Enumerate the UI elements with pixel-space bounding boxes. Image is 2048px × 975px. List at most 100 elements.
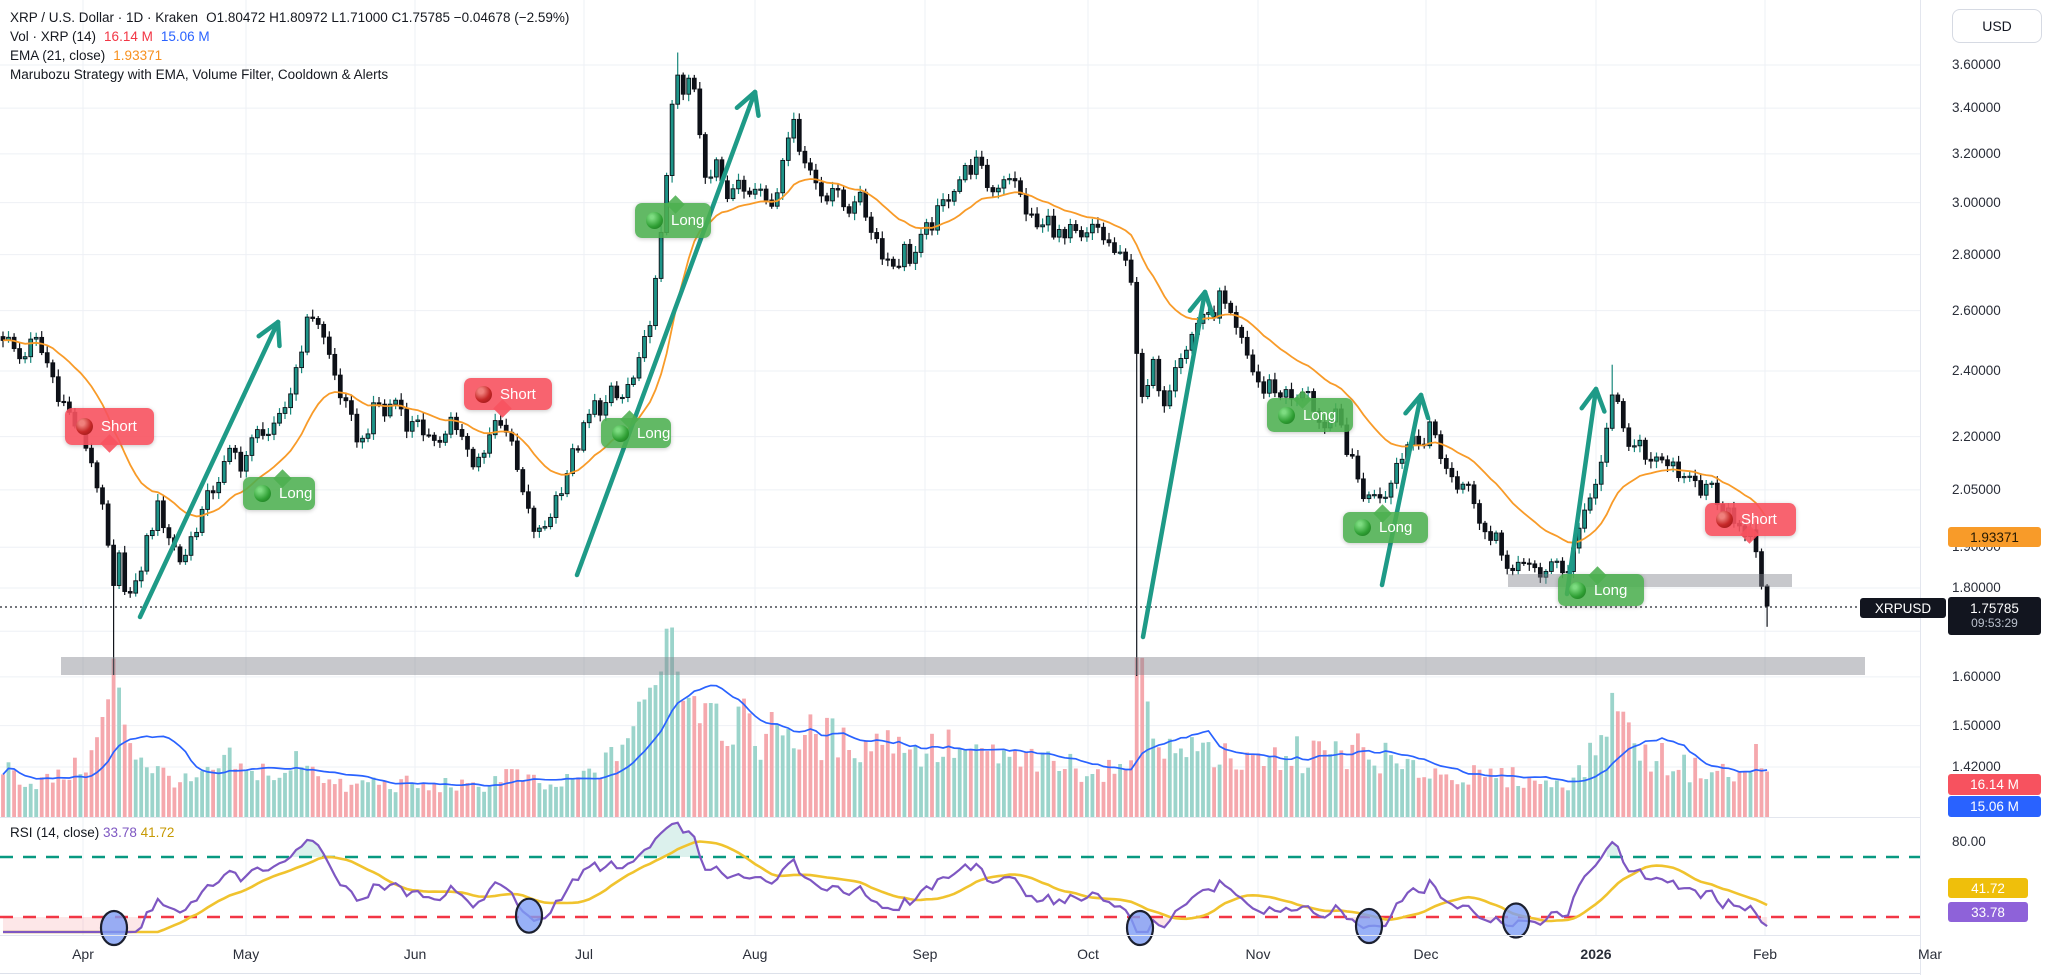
signal-label-long[interactable]: Long: [1343, 504, 1428, 543]
time-axis-tick: 2026: [1580, 946, 1612, 962]
long-signal-icon: [1278, 406, 1295, 424]
legend-strategy-row[interactable]: Marubozu Strategy with EMA, Volume Filte…: [10, 65, 569, 84]
signal-label-long[interactable]: Long: [601, 410, 671, 448]
currency-toggle-button[interactable]: USD: [1952, 9, 2042, 43]
time-axis-separator: [0, 935, 2048, 936]
time-axis-tick: Nov: [1245, 946, 1271, 962]
strategy-title: Marubozu Strategy with EMA, Volume Filte…: [10, 67, 389, 82]
rsi-indicator-label: RSI (14, close): [10, 825, 100, 840]
volume-badge: 16.14 M: [1948, 774, 2041, 795]
time-axis-tick: Feb: [1752, 946, 1778, 962]
ema-line: [2, 178, 1768, 544]
long-signal-icon: [1569, 581, 1586, 599]
countdown-timer: 09:53:29: [1971, 616, 2018, 630]
signal-label-text: Long: [1303, 406, 1337, 424]
volume-ma-value: 15.06 M: [160, 29, 210, 44]
ema-price-badge: 1.93371: [1948, 527, 2041, 547]
time-axis-tick: Jun: [403, 946, 427, 962]
price-axis-tick: 2.60000: [1952, 302, 2001, 318]
signal-label-long[interactable]: Long: [1558, 566, 1644, 606]
rsi-pane: [0, 821, 1920, 934]
signal-label-long[interactable]: Long: [635, 195, 711, 238]
last-price-badge: 1.75785 09:53:29: [1948, 597, 2041, 635]
ema-indicator-label: EMA (21, close): [10, 48, 106, 63]
short-signal-icon: [475, 385, 492, 403]
volume-indicator-label: Vol · XRP (14): [10, 29, 97, 44]
ohlc-values: O1.80472 H1.80972 L1.71000 C1.75785 −0.0…: [206, 10, 570, 25]
legend-volume-row[interactable]: Vol · XRP (14) 16.14 M 15.06 M: [10, 27, 569, 46]
long-signal-icon: [646, 212, 663, 229]
signal-label-text: Long: [671, 212, 705, 229]
symbol-tag: XRPUSD: [1860, 598, 1946, 618]
rsi-ma-badge: 41.72: [1948, 878, 2028, 898]
volume-bars: [1, 627, 1769, 817]
price-axis-tick: 3.60000: [1952, 57, 2001, 72]
long-signal-icon: [254, 485, 271, 502]
long-signal-icon: [612, 424, 629, 442]
signal-label-text: Short: [500, 385, 536, 403]
signal-label-text: Long: [1379, 519, 1413, 536]
last-price-badge-value: 1.75785: [1970, 601, 2019, 616]
rsi-badge-value: 33.78: [1971, 904, 2005, 920]
price-axis-tick: 2.05000: [1952, 481, 2001, 497]
price-axis-tick: 1.50000: [1952, 717, 2001, 733]
volume-ma-badge: 15.06 M: [1948, 796, 2041, 817]
time-axis-tick: Apr: [72, 946, 94, 962]
volume-ma-line: [2, 684, 1768, 787]
signal-label-text: Short: [1741, 511, 1777, 528]
symbol-title: XRP / U.S. Dollar · 1D · Kraken: [10, 10, 199, 25]
pane-separator-rsi[interactable]: [0, 817, 2048, 818]
ema-value: 1.93371: [113, 48, 163, 63]
time-axis-tick: Aug: [742, 946, 768, 962]
time-axis-tick: Sep: [912, 946, 938, 962]
price-axis-tick: 3.00000: [1952, 194, 2001, 210]
volume-value: 16.14 M: [104, 29, 153, 44]
signal-label-text: Long: [279, 485, 313, 502]
candlestick-series: [0, 52, 1770, 676]
signal-label-short[interactable]: Short: [65, 408, 154, 453]
rsi-badge: 33.78: [1948, 902, 2028, 922]
rsi-oversold-circles[interactable]: [99, 897, 1531, 947]
signal-label-text: Short: [101, 418, 137, 435]
ema-price-badge-value: 1.93371: [1970, 529, 2019, 545]
long-signal-icon: [1354, 519, 1371, 536]
rsi-ma-badge-value: 41.72: [1971, 880, 2005, 896]
symbol-tag-value: XRPUSD: [1874, 600, 1932, 616]
rsi-value: 33.78: [103, 825, 137, 840]
volume-badge-value: 16.14 M: [1970, 777, 2019, 792]
time-axis-tick: Oct: [1077, 946, 1099, 962]
price-axis-tick: 2.20000: [1952, 428, 2001, 444]
signal-label-text: Long: [1594, 581, 1628, 599]
price-axis-tick: 3.20000: [1952, 145, 2001, 161]
time-axis-tick: Dec: [1413, 946, 1439, 962]
price-axis-tick: 2.80000: [1952, 246, 2001, 262]
chart-area[interactable]: [0, 0, 1920, 947]
signal-label-long[interactable]: Long: [243, 469, 315, 510]
rsi-legend[interactable]: RSI (14, close) 33.78 41.72: [10, 825, 174, 840]
short-signal-icon: [1716, 511, 1733, 528]
legend: XRP / U.S. Dollar · 1D · Kraken O1.80472 …: [10, 8, 569, 84]
price-axis-tick: 1.42000: [1952, 758, 2001, 774]
trend-arrows[interactable]: [137, 89, 1607, 640]
bottom-border: [0, 973, 2048, 974]
price-axis-tick: 1.80000: [1952, 580, 2001, 596]
legend-ema-row[interactable]: EMA (21, close) 1.93371: [10, 46, 569, 65]
signal-label-short[interactable]: Short: [464, 378, 552, 418]
legend-symbol-row[interactable]: XRP / U.S. Dollar · 1D · Kraken O1.80472 …: [10, 8, 569, 27]
time-axis-tick: May: [232, 946, 260, 962]
price-axis-tick: 3.40000: [1952, 100, 2001, 116]
price-axis-tick: 1.60000: [1952, 668, 2001, 684]
time-axis-tick: Jul: [575, 946, 593, 962]
time-axis-tick: Mar: [1917, 946, 1943, 962]
rsi-axis-tick: 80.00: [1952, 834, 1986, 849]
currency-label: USD: [1982, 18, 2012, 34]
signal-label-text: Long: [637, 424, 671, 442]
signal-label-long[interactable]: Long: [1267, 390, 1353, 432]
price-axis-tick: 2.40000: [1952, 362, 2001, 378]
signal-label-short[interactable]: Short: [1705, 503, 1796, 544]
short-signal-icon: [76, 418, 93, 435]
chart-canvas: [0, 0, 1920, 947]
rsi-ma-value: 41.72: [140, 825, 175, 840]
volume-ma-badge-value: 15.06 M: [1970, 799, 2019, 814]
